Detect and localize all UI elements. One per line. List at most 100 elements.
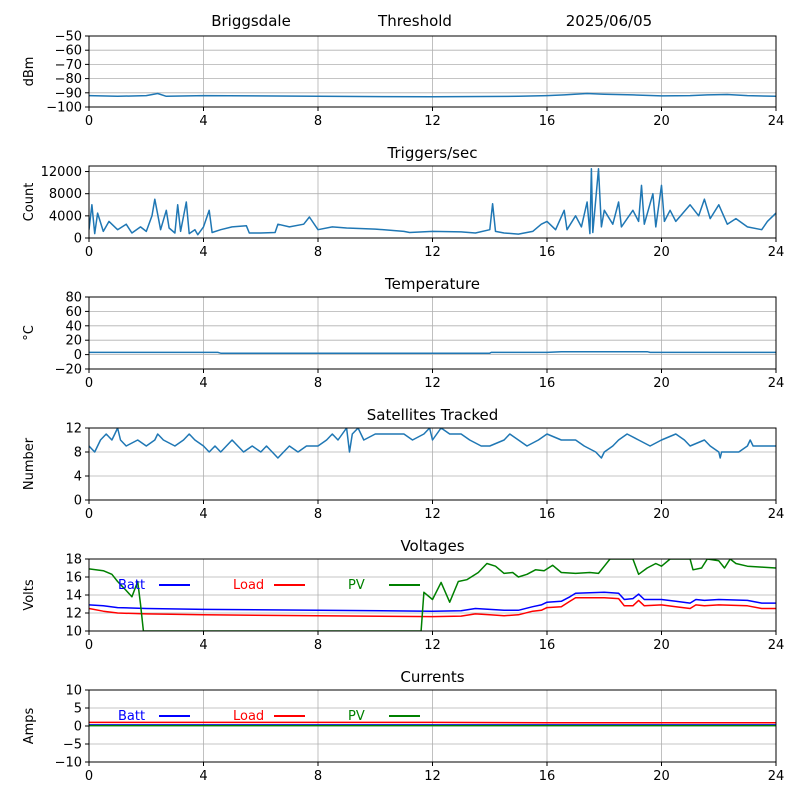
threshold-xtick-label-5: 20 bbox=[653, 114, 670, 129]
satellites-title: Satellites Tracked bbox=[367, 406, 498, 424]
satellites-ytick-label-1: 4 bbox=[74, 470, 82, 485]
currents-ytick-label-3: 5 bbox=[74, 702, 82, 717]
voltages-ytick-label-1: 12 bbox=[65, 607, 82, 622]
satellites-panel: 0 4 8 12 16 20 24 0 4 8 12 Satellites Tracked Number bbox=[22, 406, 784, 522]
temperature-xtick-label-5: 20 bbox=[653, 376, 670, 391]
currents-panel: 0 4 8 12 16 20 24 −10 −5 0 5 10 Currents Amps Batt Load… bbox=[22, 668, 784, 784]
temperature-ytick-label-5: 80 bbox=[65, 291, 82, 306]
currents-xtick-label-4: 16 bbox=[539, 769, 556, 784]
header-site: Briggsdale bbox=[211, 12, 291, 30]
currents-legend-label-pv: PV bbox=[348, 709, 365, 724]
voltages-ytick-label-4: 18 bbox=[65, 553, 82, 568]
currents-xtick-label-1: 4 bbox=[199, 769, 207, 784]
threshold-xtick-label-0: 0 bbox=[85, 114, 93, 129]
triggers-xtick-label-6: 24 bbox=[768, 245, 785, 260]
temperature-xtick-label-6: 24 bbox=[768, 376, 785, 391]
currents-xtick-label-2: 8 bbox=[314, 769, 322, 784]
threshold-xtick-label-2: 8 bbox=[314, 114, 322, 129]
satellites-ylabel: Number bbox=[22, 437, 37, 490]
voltages-panel: 0 4 8 12 16 20 24 10 12 14 16 18 Voltages Volts Batt Lo… bbox=[22, 537, 784, 653]
satellites-xtick-label-0: 0 bbox=[85, 507, 93, 522]
triggers-title: Triggers/sec bbox=[387, 144, 478, 162]
voltages-xtick-label-0: 0 bbox=[85, 638, 93, 653]
threshold-ytick-label-0: −100 bbox=[46, 101, 82, 116]
triggers-xtick-label-1: 4 bbox=[199, 245, 207, 260]
satellites-ytick-label-3: 12 bbox=[65, 422, 82, 437]
threshold-ytick-label-5: −50 bbox=[55, 30, 82, 45]
currents-ytick-label-1: −5 bbox=[63, 738, 82, 753]
threshold-xtick-label-6: 24 bbox=[768, 114, 785, 129]
currents-legend-label-load: Load bbox=[233, 709, 264, 724]
currents-legend-label-batt: Batt bbox=[118, 709, 145, 724]
voltages-xtick-label-1: 4 bbox=[199, 638, 207, 653]
satellites-xtick-label-3: 12 bbox=[424, 507, 441, 522]
threshold-xtick-label-1: 4 bbox=[199, 114, 207, 129]
currents-xtick-label-5: 20 bbox=[653, 769, 670, 784]
satellites-xtick-label-2: 8 bbox=[314, 507, 322, 522]
voltages-xtick-label-4: 16 bbox=[539, 638, 556, 653]
temperature-ytick-label-2: 20 bbox=[65, 334, 82, 349]
triggers-xtick-label-2: 8 bbox=[314, 245, 322, 260]
threshold-xtick-label-3: 12 bbox=[424, 114, 441, 129]
temperature-ytick-label-1: 0 bbox=[74, 348, 82, 363]
currents-xtick-label-3: 12 bbox=[424, 769, 441, 784]
threshold-ytick-label-4: −60 bbox=[55, 44, 82, 59]
voltages-xtick-label-6: 24 bbox=[768, 638, 785, 653]
triggers-xtick-label-4: 16 bbox=[539, 245, 556, 260]
voltages-legend-label-load: Load bbox=[233, 578, 264, 593]
currents-xtick-label-0: 0 bbox=[85, 769, 93, 784]
temperature-xtick-label-1: 4 bbox=[199, 376, 207, 391]
triggers-ytick-label-0: 0 bbox=[74, 232, 82, 247]
triggers-ytick-label-2: 8000 bbox=[49, 187, 82, 202]
currents-xtick-label-6: 24 bbox=[768, 769, 785, 784]
triggers-xtick-label-5: 20 bbox=[653, 245, 670, 260]
temperature-xtick-label-2: 8 bbox=[314, 376, 322, 391]
satellites-xtick-label-4: 16 bbox=[539, 507, 556, 522]
voltages-legend-label-pv: PV bbox=[348, 578, 365, 593]
voltages-title: Voltages bbox=[400, 537, 464, 555]
temperature-ytick-label-3: 40 bbox=[65, 319, 82, 334]
currents-title: Currents bbox=[400, 668, 464, 686]
voltages-ytick-label-2: 14 bbox=[65, 589, 82, 604]
voltages-xtick-label-5: 20 bbox=[653, 638, 670, 653]
temperature-xtick-label-3: 12 bbox=[424, 376, 441, 391]
currents-ylabel: Amps bbox=[22, 707, 37, 744]
triggers-xtick-label-0: 0 bbox=[85, 245, 93, 260]
temperature-ylabel: °C bbox=[22, 325, 37, 341]
satellites-ytick-label-0: 0 bbox=[74, 494, 82, 509]
satellites-ytick-label-2: 8 bbox=[74, 446, 82, 461]
temperature-ytick-label-0: −20 bbox=[55, 363, 82, 378]
voltages-xtick-label-3: 12 bbox=[424, 638, 441, 653]
satellites-xtick-label-6: 24 bbox=[768, 507, 785, 522]
threshold-panel: 0 4 8 12 16 20 24 −100−90−80−70−60−50 dBm bbox=[22, 30, 784, 130]
threshold-ytick-label-2: −80 bbox=[55, 72, 82, 87]
voltages-ytick-label-3: 16 bbox=[65, 571, 82, 586]
temperature-title: Temperature bbox=[384, 275, 480, 293]
triggers-ylabel: Count bbox=[22, 183, 37, 222]
currents-ytick-label-2: 0 bbox=[74, 720, 82, 735]
voltages-ytick-label-0: 10 bbox=[65, 625, 82, 640]
voltages-xtick-label-2: 8 bbox=[314, 638, 322, 653]
satellites-xtick-label-1: 4 bbox=[199, 507, 207, 522]
triggers-ytick-label-1: 4000 bbox=[49, 209, 82, 224]
satellites-xtick-label-5: 20 bbox=[653, 507, 670, 522]
currents-ytick-label-4: 10 bbox=[65, 684, 82, 699]
temperature-xtick-label-0: 0 bbox=[85, 376, 93, 391]
voltages-ylabel: Volts bbox=[22, 579, 37, 611]
threshold-ylabel: dBm bbox=[22, 57, 37, 87]
threshold-ytick-label-3: −70 bbox=[55, 58, 82, 73]
threshold-xtick-label-4: 16 bbox=[539, 114, 556, 129]
header-date: 2025/06/05 bbox=[566, 12, 652, 30]
temperature-ytick-label-4: 60 bbox=[65, 305, 82, 320]
voltages-legend-label-batt: Batt bbox=[118, 578, 145, 593]
header-subtitle: Threshold bbox=[377, 12, 452, 30]
temperature-xtick-label-4: 16 bbox=[539, 376, 556, 391]
triggers-xtick-label-3: 12 bbox=[424, 245, 441, 260]
threshold-ytick-label-1: −90 bbox=[55, 86, 82, 101]
triggers-ytick-label-3: 12000 bbox=[41, 165, 82, 180]
triggers-panel: 0 4 8 12 16 20 24 0 4000 8000 12000 Triggers/sec Cou… bbox=[22, 144, 784, 260]
currents-ytick-label-0: −10 bbox=[55, 756, 82, 771]
